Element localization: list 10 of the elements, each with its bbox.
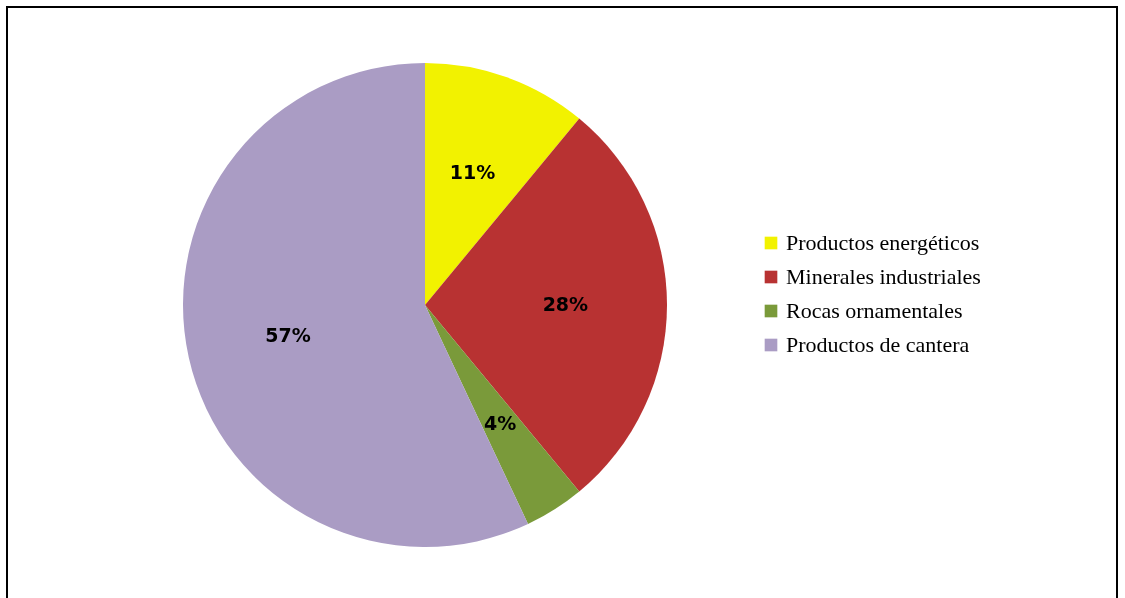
data-label: 28% — [542, 293, 589, 315]
data-label: 57% — [265, 323, 311, 346]
legend-label: Productos energéticos — [786, 230, 980, 255]
legend-label: Minerales industriales — [786, 264, 981, 289]
pie-slice — [425, 118, 667, 492]
legend-label: Productos de cantera — [786, 332, 970, 357]
pie-slice — [183, 63, 529, 547]
data-label: 4% — [484, 411, 517, 434]
legend-label: Rocas ornamentales — [786, 298, 963, 323]
data-label: 11% — [449, 160, 496, 183]
